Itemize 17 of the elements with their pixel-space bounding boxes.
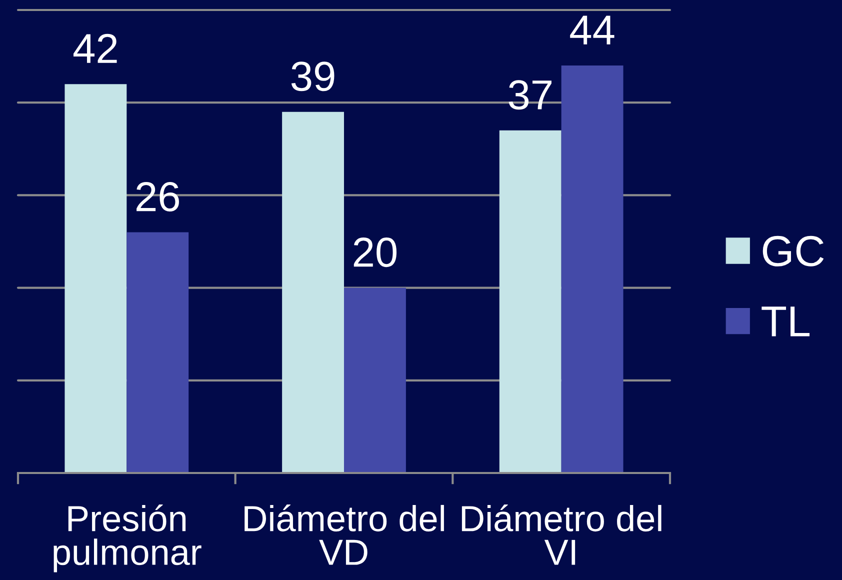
- data-label: 20: [354, 238, 397, 268]
- x-tick-label: Diámetro del VD: [244, 504, 444, 565]
- bar: [344, 288, 406, 473]
- legend-label: GC: [762, 236, 824, 266]
- bar: [64, 84, 127, 473]
- data-label: 44: [570, 16, 614, 44]
- data-label: 39: [291, 62, 334, 92]
- data-label: 42: [73, 34, 117, 63]
- bar: [126, 232, 189, 473]
- legend-label: TL: [762, 306, 810, 336]
- bar: [561, 66, 624, 473]
- data-label: 26: [136, 182, 179, 212]
- x-tick-label: Diámetro del VI: [462, 504, 662, 565]
- bar: [499, 130, 562, 473]
- data-label: 37: [508, 80, 552, 110]
- bar: [282, 112, 344, 473]
- x-tick-label: Presión pulmonar: [54, 504, 202, 572]
